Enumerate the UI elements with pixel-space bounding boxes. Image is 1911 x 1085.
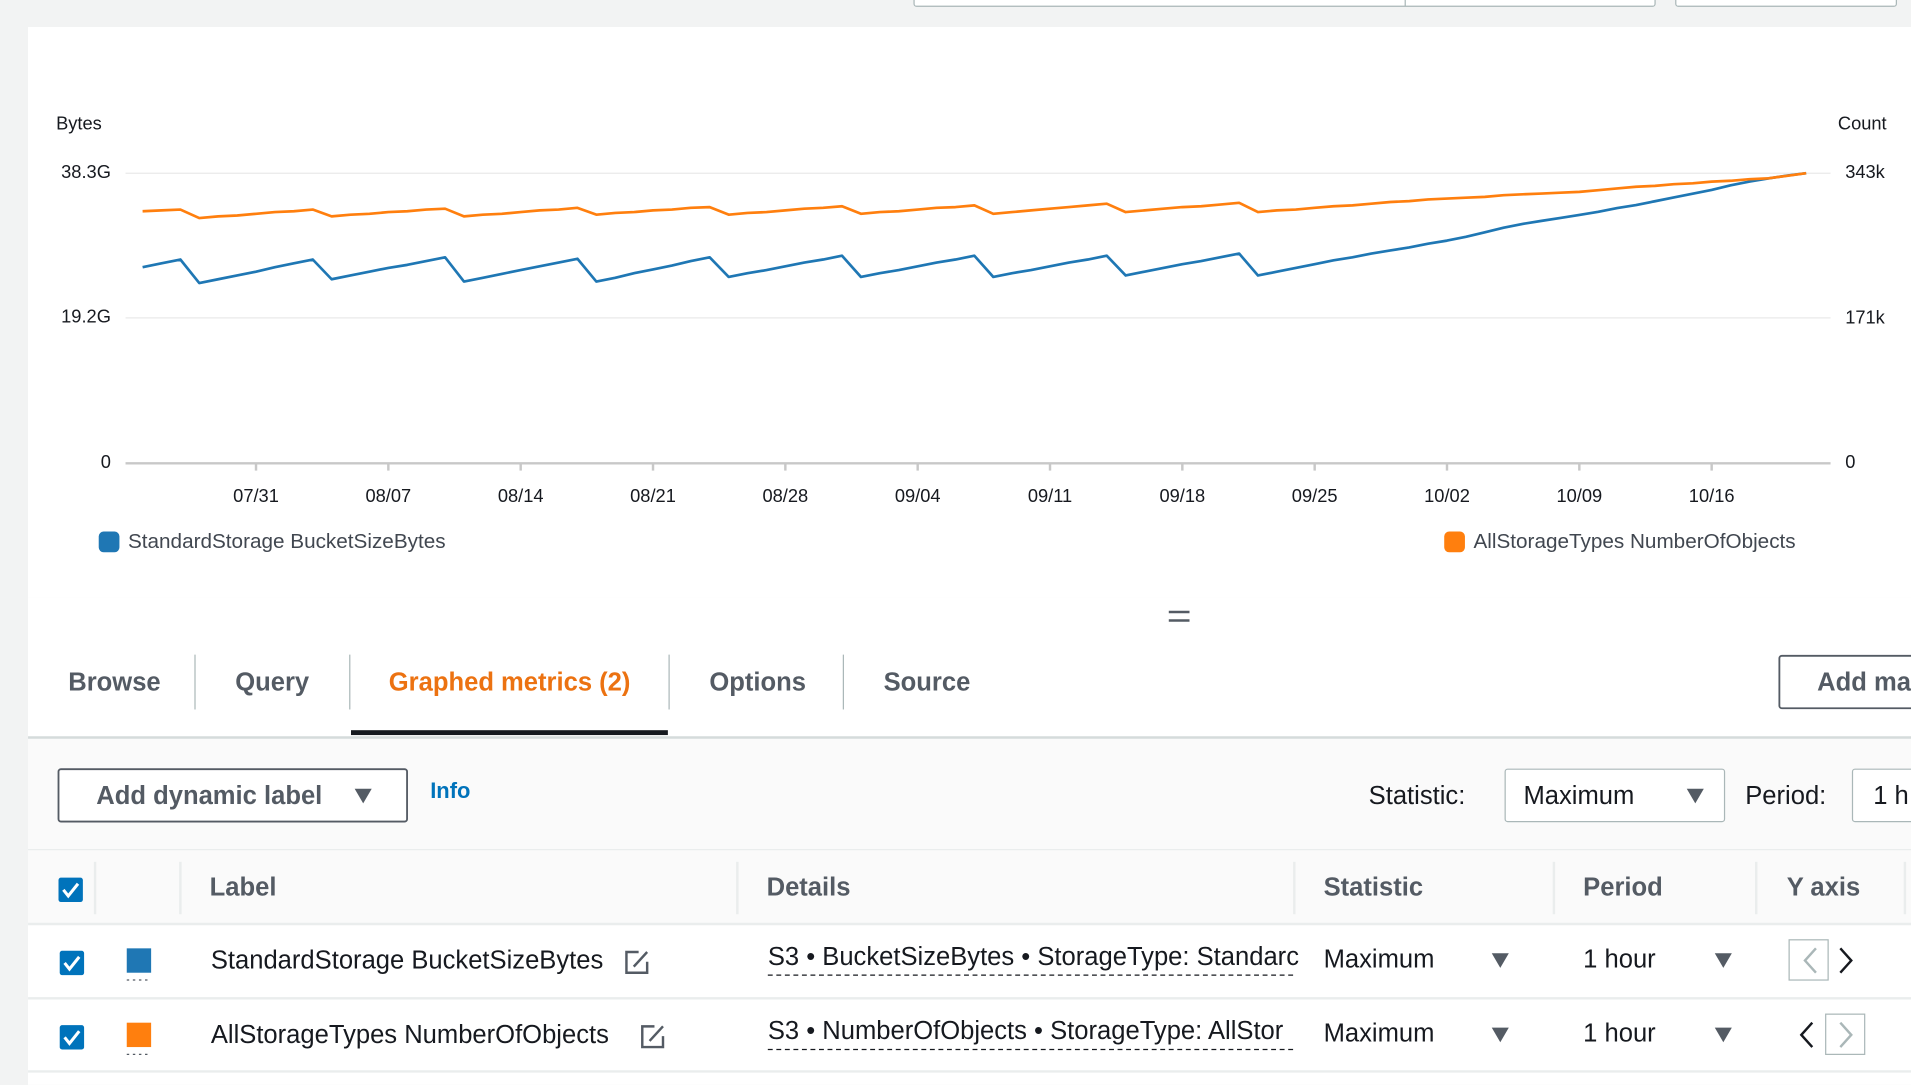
checkbox[interactable] [59,1025,85,1050]
button-label: Add dynamic label [96,782,322,810]
metric-period: 1 hour [1583,945,1656,973]
legend-label: AllStorageTypes NumberOfObjects [1473,530,1795,553]
chart: Bytes Count 0 19.2G 38.3G 0 171k 343k 07/31 08/… [56,112,1887,553]
statistic-label: Statistic: [1369,782,1466,810]
legend-label: StandardStorage BucketSizeBytes [128,530,446,553]
y-tick-label: 38.3G [61,161,111,182]
period-select[interactable] [1851,768,1911,823]
dropdown-arrow[interactable] [1491,953,1509,968]
metric-statistic: Maximum [1324,1020,1435,1048]
dropdown-arrow[interactable] [1491,1027,1509,1043]
y-tick-label: 19.2G [61,306,111,327]
y-axis-right[interactable] [1839,947,1853,974]
tab-underline [351,730,668,736]
x-tick-label: 08/07 [365,485,411,506]
add-math-label: Add ma [1817,669,1911,697]
column-header: Period [1583,873,1663,901]
metric-details: S3 • BucketSizeBytes • StorageType: Stan… [768,943,1299,971]
statistic-value: Maximum [1523,782,1634,810]
column-header: Statistic [1324,873,1424,901]
x-tick-label: 09/11 [1028,485,1072,506]
y2-axis-title: Count [1838,112,1887,133]
arrow-right [1839,1021,1853,1048]
metric-label: AllStorageTypes NumberOfObjects [211,1021,609,1049]
metric-details: S3 • NumberOfObjects • StorageType: AllS… [768,1017,1284,1045]
tab[interactable]: Browse [68,669,160,697]
toolbar: Add dynamic label Info Statistic: Maximu… [57,768,1911,823]
dynamic-label-button[interactable] [57,768,408,823]
tab[interactable]: Query [235,669,310,697]
time-input[interactable] [913,0,1656,7]
metric-statistic: Maximum [1324,945,1435,973]
dropdown-arrow[interactable] [1714,1027,1732,1043]
y2-tick-label: 343k [1845,161,1885,182]
x-tick-label: 08/21 [630,485,676,506]
statistic-select[interactable] [1504,768,1726,823]
edit-icon[interactable] [625,950,649,974]
color-swatch[interactable] [126,1022,152,1048]
column-header: Label [210,873,277,901]
period-label: Period: [1745,782,1826,810]
tab[interactable]: Source [884,669,971,697]
edit-icon[interactable] [641,1025,665,1049]
refresh-input[interactable] [1675,0,1897,7]
x-tick-label: 08/14 [498,485,544,506]
x-tick-label: 10/09 [1556,485,1602,506]
tabs: Browse Query Graphed metrics (2) Options… [68,654,1911,736]
series-line [142,171,1807,285]
info-link[interactable]: Info [430,778,470,803]
y-axis-title: Bytes [56,112,102,133]
y-axis-right-selected[interactable] [1825,1013,1866,1055]
y2-tick-label: 171k [1845,307,1885,328]
checkbox[interactable] [59,950,85,976]
arrow-left [1803,947,1817,974]
column-header: Details [767,873,851,901]
toolbar-area [28,736,1911,924]
x-tick-label: 09/18 [1159,485,1205,506]
metric-label: StandardStorage BucketSizeBytes [211,947,603,975]
x-tick-label: 07/31 [233,485,279,506]
y2-tick-label: 0 [1845,451,1855,472]
x-tick-label: 09/04 [895,485,941,506]
color-swatch[interactable] [126,948,152,973]
y-axis-left[interactable] [1799,1021,1814,1048]
dropdown-arrow[interactable] [1714,953,1732,968]
column-header: Y axis [1787,873,1861,901]
metric-period: 1 hour [1583,1020,1656,1048]
x-tick-label: 09/25 [1292,485,1338,506]
checkbox[interactable] [58,877,83,903]
metrics-table: Label Details Statistic Period Y axis St… [28,849,1911,1085]
legend-swatch [98,531,120,553]
column-separators [93,861,1907,915]
series-line [142,171,1807,220]
table-body [28,923,1911,1085]
tabs-area [28,597,1911,738]
period-value: 1 h [1873,782,1909,810]
x-tick-label: 10/16 [1689,485,1735,506]
y-axis-left-selected[interactable] [1788,939,1829,981]
legend-swatch [1444,531,1465,553]
x-tick-label: 10/02 [1424,485,1470,506]
chart-panel [28,26,1911,598]
tab-active[interactable]: Graphed metrics (2) [389,669,631,697]
dropdown-arrow [1686,788,1704,804]
y-tick-label: 0 [101,451,111,472]
tab[interactable]: Options [709,669,806,697]
dropdown-arrow [354,788,372,804]
x-tick-label: 08/28 [762,485,808,506]
add-math-button[interactable] [1778,654,1911,710]
